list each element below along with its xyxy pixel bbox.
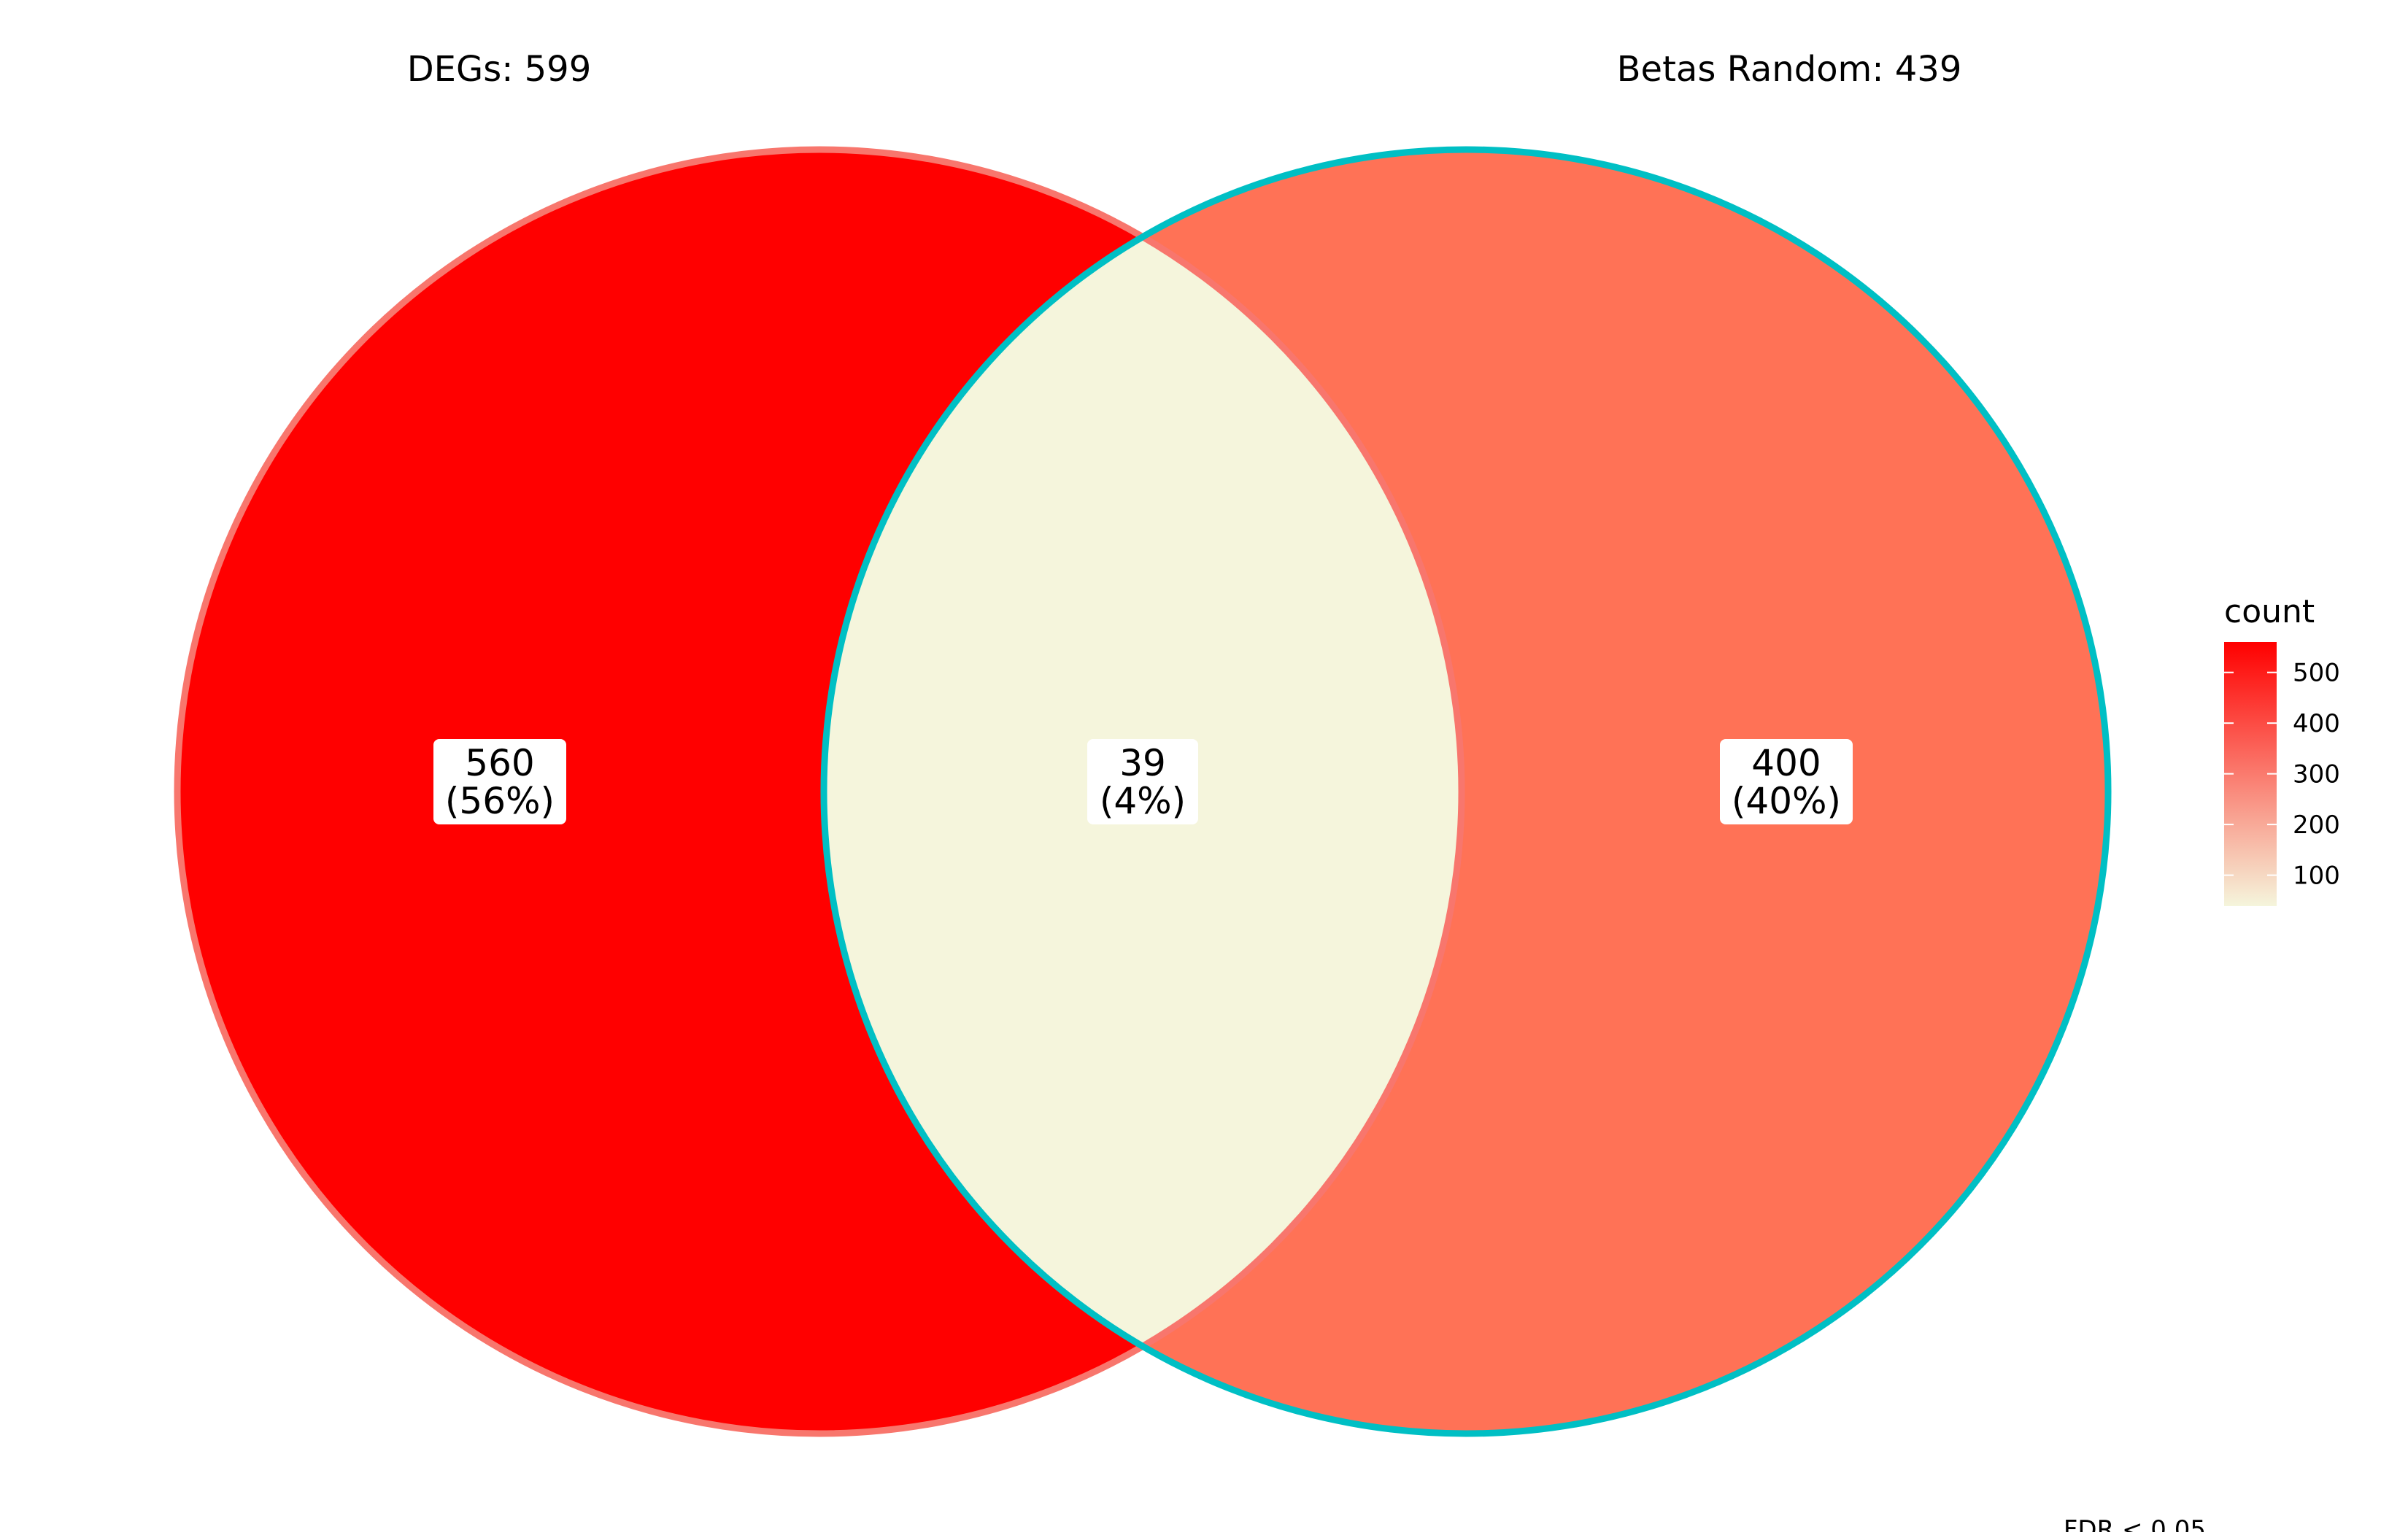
intersection-region xyxy=(824,150,1462,1434)
legend-tick-label: 500 xyxy=(2293,659,2340,688)
betas-set-outline xyxy=(820,146,2112,1437)
degs-set-outline xyxy=(174,146,1465,1437)
legend-ticks: 500 400 300 200 100 xyxy=(2224,659,2340,891)
label-box xyxy=(433,739,566,824)
legend-tick-label: 400 xyxy=(2293,709,2340,738)
count-label: 560 xyxy=(465,742,534,784)
legend-tick-label: 200 xyxy=(2293,811,2340,840)
region-label-betas-only: 400 (40%) xyxy=(1720,739,1853,824)
fdr-caption: FDR < 0.05 xyxy=(2064,1515,2206,1532)
percent-label: (40%) xyxy=(1732,780,1841,822)
count-label: 39 xyxy=(1119,742,1166,784)
count-label: 400 xyxy=(1751,742,1821,784)
percent-label: (4%) xyxy=(1100,780,1186,822)
set-title-betas-random: Betas Random: 439 xyxy=(1617,49,1962,90)
color-legend: count 500 400 300 200 100 xyxy=(2224,593,2340,906)
label-box xyxy=(1087,739,1198,824)
set-title-degs: DEGs: 599 xyxy=(407,49,592,90)
legend-title: count xyxy=(2224,593,2315,630)
region-label-intersection: 39 (4%) xyxy=(1087,739,1198,824)
legend-tick-label: 100 xyxy=(2293,862,2340,891)
percent-label: (56%) xyxy=(445,780,555,822)
label-box xyxy=(1720,739,1853,824)
region-label-degs-only: 560 (56%) xyxy=(433,739,566,824)
legend-tick-label: 300 xyxy=(2293,760,2340,789)
